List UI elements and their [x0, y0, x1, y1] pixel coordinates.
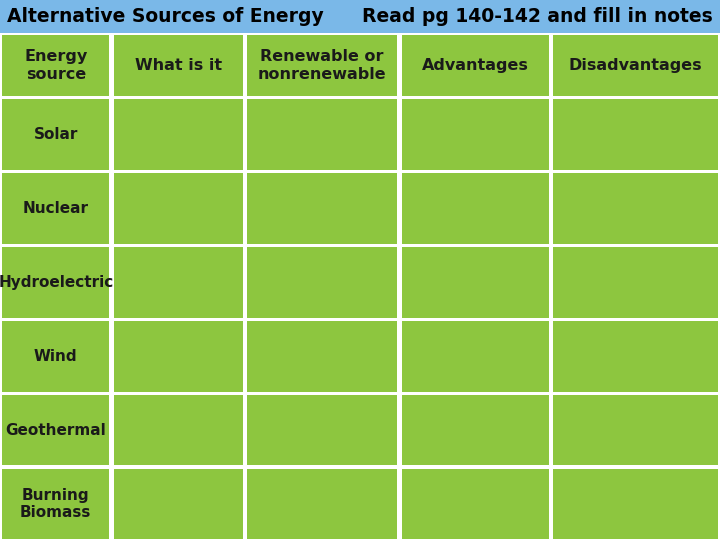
- Text: What is it: What is it: [135, 58, 222, 73]
- Bar: [2, 247, 109, 318]
- Bar: [402, 395, 549, 465]
- Bar: [2, 173, 109, 244]
- Bar: [551, 97, 720, 171]
- Bar: [402, 35, 549, 96]
- Text: Hydroelectric: Hydroelectric: [0, 275, 114, 289]
- Text: Disadvantages: Disadvantages: [569, 58, 702, 73]
- Bar: [400, 319, 551, 393]
- Bar: [245, 245, 400, 319]
- Bar: [245, 393, 400, 467]
- Bar: [402, 321, 549, 392]
- Bar: [112, 245, 245, 319]
- Bar: [112, 319, 245, 393]
- Bar: [551, 319, 720, 393]
- Bar: [245, 33, 400, 97]
- Text: Burning
Biomass: Burning Biomass: [20, 488, 91, 521]
- Bar: [0, 0, 720, 33]
- Bar: [114, 99, 243, 170]
- Bar: [112, 97, 245, 171]
- Bar: [0, 467, 112, 540]
- Bar: [551, 467, 720, 540]
- Text: Read pg 140-142 and fill in notes: Read pg 140-142 and fill in notes: [362, 7, 713, 26]
- Bar: [114, 469, 243, 539]
- Bar: [551, 33, 720, 97]
- Text: Energy
source: Energy source: [24, 49, 87, 82]
- Bar: [400, 97, 551, 171]
- Bar: [402, 247, 549, 318]
- Bar: [0, 393, 112, 467]
- Text: Alternative Sources of Energy: Alternative Sources of Energy: [7, 7, 324, 26]
- Bar: [2, 99, 109, 170]
- Bar: [114, 395, 243, 465]
- Bar: [247, 247, 397, 318]
- Bar: [400, 245, 551, 319]
- Bar: [247, 469, 397, 539]
- Bar: [553, 395, 718, 465]
- Bar: [112, 393, 245, 467]
- Bar: [245, 97, 400, 171]
- Text: Advantages: Advantages: [422, 58, 528, 73]
- Bar: [247, 99, 397, 170]
- Bar: [553, 321, 718, 392]
- Bar: [112, 33, 245, 97]
- Bar: [245, 467, 400, 540]
- Text: Geothermal: Geothermal: [6, 423, 106, 437]
- Bar: [247, 35, 397, 96]
- Bar: [2, 321, 109, 392]
- Bar: [2, 395, 109, 465]
- Text: Nuclear: Nuclear: [23, 201, 89, 215]
- Bar: [114, 35, 243, 96]
- Bar: [553, 247, 718, 318]
- Bar: [553, 35, 718, 96]
- Bar: [114, 173, 243, 244]
- Bar: [112, 171, 245, 245]
- Bar: [402, 469, 549, 539]
- Bar: [2, 35, 109, 96]
- Bar: [2, 469, 109, 539]
- Bar: [0, 319, 112, 393]
- Bar: [400, 33, 551, 97]
- Bar: [553, 469, 718, 539]
- Bar: [245, 171, 400, 245]
- Text: Solar: Solar: [34, 127, 78, 141]
- Bar: [0, 171, 112, 245]
- Bar: [553, 173, 718, 244]
- Bar: [551, 245, 720, 319]
- Bar: [402, 99, 549, 170]
- Text: Wind: Wind: [34, 349, 78, 363]
- Bar: [0, 245, 112, 319]
- Bar: [247, 395, 397, 465]
- Bar: [245, 319, 400, 393]
- Bar: [402, 173, 549, 244]
- Bar: [247, 321, 397, 392]
- Text: Renewable or
nonrenewable: Renewable or nonrenewable: [258, 49, 387, 82]
- Bar: [551, 393, 720, 467]
- Bar: [0, 97, 112, 171]
- Bar: [553, 99, 718, 170]
- Bar: [400, 171, 551, 245]
- Bar: [400, 467, 551, 540]
- Bar: [247, 173, 397, 244]
- Bar: [400, 393, 551, 467]
- Bar: [112, 467, 245, 540]
- Bar: [0, 33, 112, 97]
- Bar: [551, 171, 720, 245]
- Bar: [114, 321, 243, 392]
- Bar: [114, 247, 243, 318]
